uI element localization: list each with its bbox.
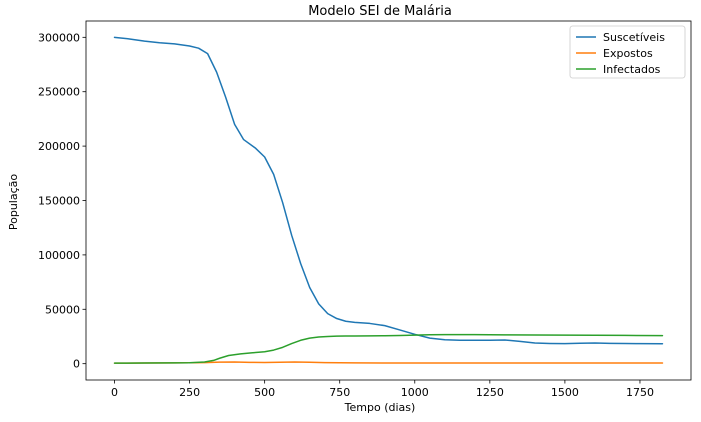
x-axis-label: Tempo (dias) (344, 401, 416, 414)
x-tick-label: 500 (254, 386, 275, 399)
y-tick-label: 250000 (38, 86, 80, 99)
y-tick-label: 150000 (38, 195, 80, 208)
x-tick-label: 1500 (551, 386, 579, 399)
chart-title: Modelo SEI de Malária (308, 4, 452, 19)
y-tick-label: 300000 (38, 31, 80, 44)
legend-label: Infectados (603, 63, 661, 76)
series-line-0 (113, 36, 664, 345)
series-line-2 (113, 333, 664, 364)
x-tick-label: 1250 (476, 386, 504, 399)
legend-label: Expostos (603, 47, 653, 60)
legend-box (569, 25, 686, 79)
y-tick-label: 100000 (38, 249, 80, 262)
x-tick-label: 1750 (626, 386, 654, 399)
y-tick-label: 0 (73, 358, 80, 371)
legend: Suscetíveis Expostos Infectados (569, 25, 686, 79)
y-tick-label: 50000 (45, 303, 80, 316)
x-tick-label: 750 (329, 386, 350, 399)
y-axis-label: População (7, 174, 20, 231)
x-tick-label: 250 (179, 386, 200, 399)
y-tick-label: 200000 (38, 140, 80, 153)
x-tick-label: 1000 (401, 386, 429, 399)
x-tick-label: 0 (111, 386, 118, 399)
legend-label: Suscetíveis (603, 31, 665, 44)
